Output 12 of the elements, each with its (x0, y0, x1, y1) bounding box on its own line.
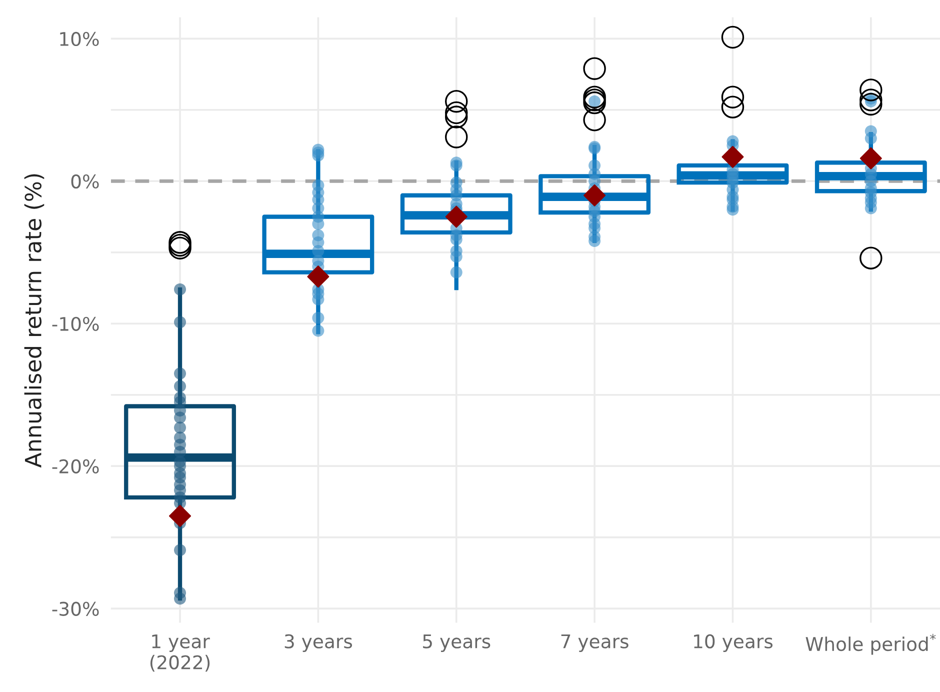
x-tick-label: 10 years (694, 634, 773, 652)
y-tick-label: -20% (52, 459, 99, 474)
y-tick-label: -30% (52, 602, 99, 616)
y-tick-label: 0% (71, 174, 99, 189)
x-tick-label: 5 years (423, 634, 490, 652)
x-tick-label: 3 years (284, 634, 352, 652)
x-tick-label: 1 year (2022) (150, 634, 210, 672)
x-tick-label: 7 years (561, 634, 628, 652)
y-tick-label: 10% (60, 32, 99, 46)
y-axis-title: Annualised return rate (%) (24, 174, 44, 468)
x-tick-label: Whole period$^{*}$ (806, 634, 936, 655)
y-tick-label: -10% (52, 316, 99, 331)
